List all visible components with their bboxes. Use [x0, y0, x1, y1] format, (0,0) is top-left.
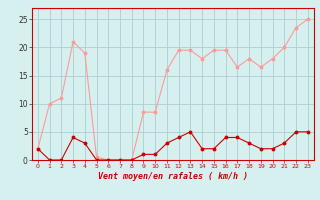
- X-axis label: Vent moyen/en rafales ( km/h ): Vent moyen/en rafales ( km/h ): [98, 172, 248, 181]
